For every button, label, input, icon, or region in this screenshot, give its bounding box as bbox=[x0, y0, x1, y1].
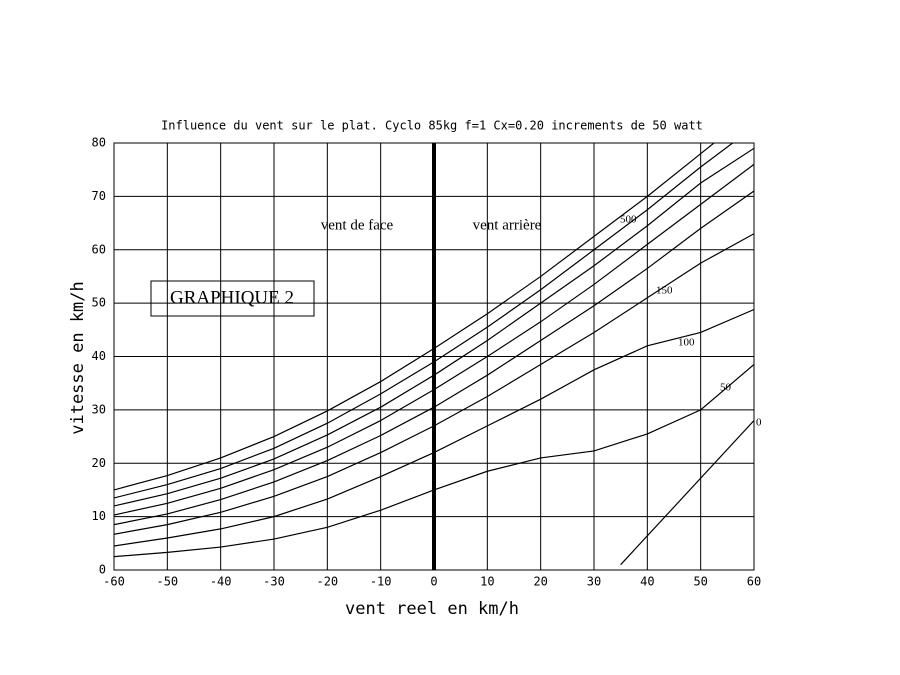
series-line bbox=[114, 143, 715, 491]
series-line bbox=[114, 308, 754, 547]
series-label: 50 bbox=[720, 382, 732, 394]
y-tick-label: 40 bbox=[92, 349, 106, 363]
series-line bbox=[114, 163, 754, 516]
x-tick-label: 20 bbox=[533, 575, 547, 589]
x-tick-label: -20 bbox=[316, 575, 338, 589]
y-tick-label: 80 bbox=[92, 136, 106, 150]
x-tick-label: -60 bbox=[103, 575, 125, 589]
y-tick-label: 50 bbox=[92, 296, 106, 310]
x-tick-label: -40 bbox=[210, 575, 232, 589]
y-tick-label: 10 bbox=[92, 509, 106, 523]
series-line bbox=[114, 190, 754, 526]
plot-area bbox=[114, 143, 754, 566]
annotation: vent de face bbox=[321, 217, 394, 233]
series-line bbox=[620, 420, 754, 566]
series-line bbox=[114, 233, 754, 535]
y-axis-label: vitesse en km/h bbox=[68, 281, 88, 435]
series-label: 100 bbox=[678, 337, 695, 349]
annotation-box bbox=[150, 280, 315, 317]
annotation: GRAPHIQUE 2 bbox=[170, 287, 294, 308]
series-line bbox=[114, 364, 754, 558]
x-tick-label: 60 bbox=[747, 575, 761, 589]
x-tick-label: 40 bbox=[640, 575, 654, 589]
y-tick-label: 70 bbox=[92, 189, 106, 203]
series-label: 500 bbox=[620, 214, 637, 226]
series-label: 150 bbox=[656, 285, 673, 297]
y-tick-label: 20 bbox=[92, 456, 106, 470]
y-tick-label: 30 bbox=[92, 402, 106, 416]
annotation: vent arrière bbox=[473, 217, 542, 233]
series-label: 0 bbox=[756, 417, 762, 429]
x-tick-label: -30 bbox=[263, 575, 285, 589]
chart-title: Influence du vent sur le plat. Cyclo 85k… bbox=[161, 119, 703, 133]
x-tick-label: 50 bbox=[693, 575, 707, 589]
x-tick-label: 10 bbox=[480, 575, 494, 589]
x-axis-label: vent reel en km/h bbox=[345, 599, 519, 619]
x-tick-label: -50 bbox=[156, 575, 178, 589]
series-line bbox=[114, 143, 734, 499]
y-tick-label: 60 bbox=[92, 242, 106, 256]
series-line bbox=[114, 147, 754, 507]
x-tick-label: 30 bbox=[587, 575, 601, 589]
x-tick-label: -10 bbox=[370, 575, 392, 589]
x-tick-label: 0 bbox=[430, 575, 437, 589]
y-tick-label: 0 bbox=[99, 563, 106, 577]
